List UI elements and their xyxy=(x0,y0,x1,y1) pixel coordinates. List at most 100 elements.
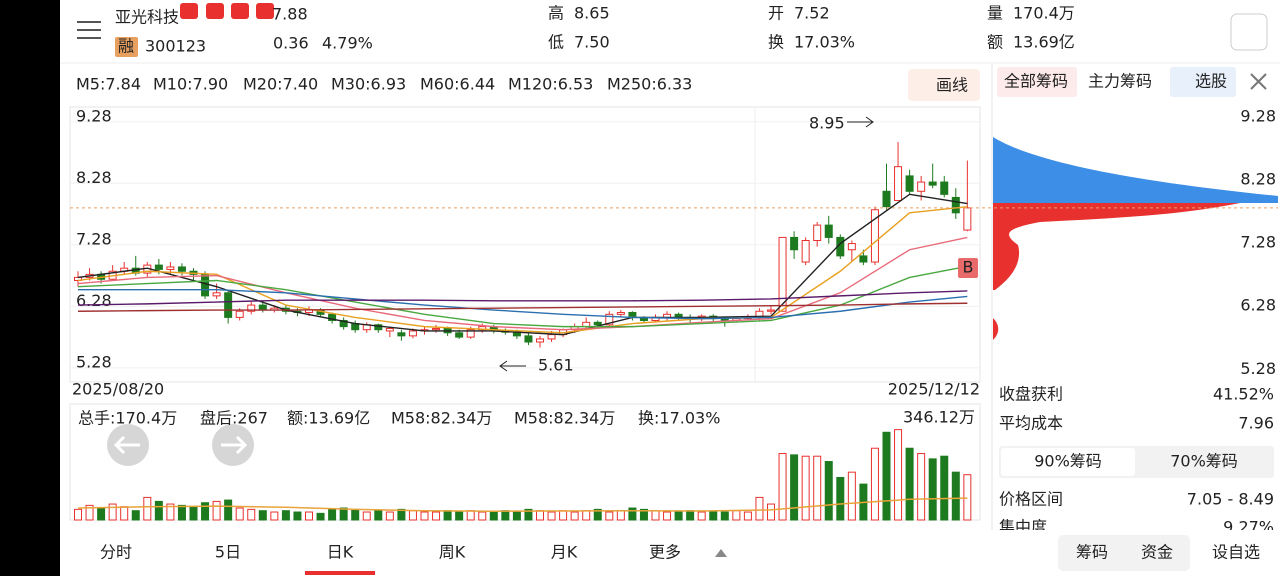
volume-bar xyxy=(790,454,799,521)
candle-body xyxy=(536,338,544,343)
bottom-tab[interactable]: 更多 xyxy=(649,543,681,562)
nav-arrows[interactable] xyxy=(107,424,254,466)
stat-value: 17.03% xyxy=(794,33,855,52)
buy-marker: B xyxy=(963,258,974,277)
candle-body xyxy=(547,334,556,340)
buy-marker-bg xyxy=(958,258,978,278)
chips-tab[interactable]: 全部筹码 xyxy=(1004,72,1068,91)
stat-label: 低 xyxy=(548,33,564,52)
volume-bar xyxy=(328,508,337,521)
chips-tab-active-bg[interactable] xyxy=(997,67,1077,97)
volume-stat: 总手:170.4万 xyxy=(78,409,177,428)
chips-row-value: 7.96 xyxy=(1238,414,1274,433)
volume-bar xyxy=(270,511,279,521)
ma-line xyxy=(77,290,968,306)
bottom-tab[interactable]: 月K xyxy=(551,543,578,562)
candle-body xyxy=(894,166,903,202)
ma-legend: M20:7.40 xyxy=(243,75,318,94)
chips-tick-label: 6.28 xyxy=(1240,296,1276,315)
volume-bar xyxy=(489,511,498,521)
candle-body xyxy=(154,264,163,270)
candle-body xyxy=(593,321,602,326)
more-caret[interactable] xyxy=(715,549,727,557)
segment[interactable]: 90%筹码 xyxy=(1034,452,1102,471)
volume-bar xyxy=(559,510,568,521)
bottom-tab[interactable]: 周K xyxy=(439,543,466,562)
volume-stat: 额:13.69亿 xyxy=(287,409,370,428)
annotation: 8.95 xyxy=(809,114,845,133)
candle-body xyxy=(940,181,949,195)
volume-stat: M58:82.34万 xyxy=(514,409,615,428)
candle-body xyxy=(790,236,799,251)
bottom-action[interactable]: 设自选 xyxy=(1212,543,1260,562)
bottom-tab[interactable]: 分时 xyxy=(100,543,132,562)
stock-name: 亚光科技 xyxy=(115,8,179,27)
volume-bar xyxy=(258,510,267,521)
candle-body xyxy=(432,327,441,331)
chips-tab[interactable]: 选股 xyxy=(1195,72,1227,91)
volume-bar xyxy=(74,508,82,521)
volume-bar xyxy=(374,510,383,521)
bottom-tab[interactable]: 5日 xyxy=(215,543,241,562)
volume-bar xyxy=(870,447,879,521)
volume-bar xyxy=(351,508,360,521)
volume-bar xyxy=(143,496,152,521)
chips-tick-label: 8.28 xyxy=(1240,170,1276,189)
bottom-action[interactable]: 资金 xyxy=(1141,543,1173,562)
volume-bar xyxy=(824,461,833,521)
volume-bar xyxy=(108,503,117,521)
chips-profit xyxy=(993,203,1240,340)
volume-bar xyxy=(628,507,637,521)
volume-bar xyxy=(189,506,198,521)
volume-bar xyxy=(235,507,244,521)
stat-value: 7.52 xyxy=(794,4,830,23)
menu-icon[interactable] xyxy=(77,21,101,39)
candle-body xyxy=(963,207,972,231)
volume-bar xyxy=(697,511,706,521)
volume-bar xyxy=(755,496,764,521)
volume-stat: M58:82.34万 xyxy=(391,409,492,428)
close-icon[interactable] xyxy=(1250,73,1267,90)
x-tick-label: 2025/08/20 xyxy=(72,380,164,399)
draw-button[interactable]: 画线 xyxy=(936,76,968,95)
candle-body xyxy=(397,332,406,337)
draw-button-bg[interactable] xyxy=(908,69,980,101)
detail-label: 价格区间 xyxy=(999,490,1063,509)
y-tick-label: 7.28 xyxy=(76,229,112,248)
volume-bar xyxy=(928,458,937,521)
volume-bar xyxy=(732,510,741,521)
candle-body xyxy=(224,292,233,318)
left-bezel xyxy=(0,0,60,576)
segment[interactable]: 70%筹码 xyxy=(1170,452,1238,471)
volume-bar xyxy=(616,510,625,521)
volume-bar xyxy=(339,507,348,521)
y-tick-label: 6.28 xyxy=(76,291,112,310)
stat-label: 开 xyxy=(768,4,784,23)
volume-bar xyxy=(224,499,233,521)
chips-tab[interactable]: 主力筹码 xyxy=(1088,72,1152,91)
volume-bar xyxy=(201,502,210,521)
volume-bar xyxy=(443,510,452,521)
volume-bar xyxy=(385,511,394,521)
volume-bar xyxy=(801,455,810,521)
chips-tick-label: 7.28 xyxy=(1240,233,1276,252)
volume-bar xyxy=(951,471,960,521)
stock-pick-bg[interactable] xyxy=(1170,67,1236,97)
volume-bar xyxy=(305,511,313,521)
volume-bar xyxy=(166,503,175,521)
candle-body xyxy=(201,273,210,297)
bottom-tab[interactable]: 日K xyxy=(327,543,354,562)
candle-body xyxy=(374,324,383,331)
volume-bar xyxy=(524,508,533,521)
stat-value: 13.69亿 xyxy=(1013,33,1075,52)
segment-active[interactable] xyxy=(1001,448,1135,476)
candle-body xyxy=(328,313,337,321)
phone-icon[interactable] xyxy=(1230,13,1268,51)
stat-label: 额 xyxy=(987,33,1003,52)
price-change: 0.36 xyxy=(273,34,309,53)
bottom-action[interactable]: 筹码 xyxy=(1076,543,1108,562)
candle-body xyxy=(870,209,879,263)
detail-value: 7.05 - 8.49 xyxy=(1187,490,1274,509)
volume-bar xyxy=(512,511,521,521)
candle-body xyxy=(524,335,533,343)
